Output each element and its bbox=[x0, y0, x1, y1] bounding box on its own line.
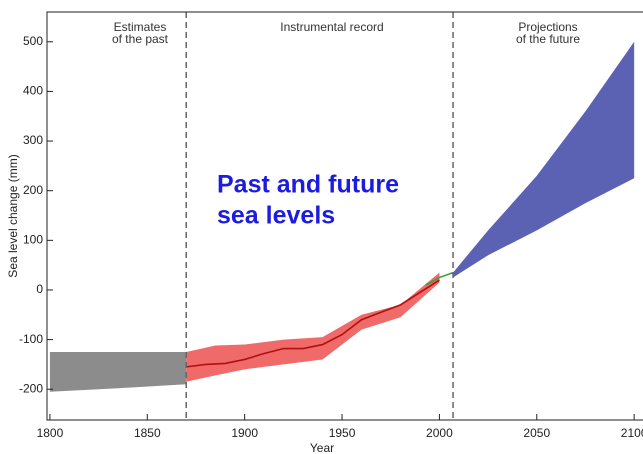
x-axis-label: Year bbox=[310, 441, 334, 454]
y-tick-label: 500 bbox=[23, 34, 43, 48]
y-tick-label: 100 bbox=[23, 232, 43, 246]
x-tick-label: 2000 bbox=[426, 426, 453, 440]
y-tick-label: -100 bbox=[19, 332, 43, 346]
x-tick-label: 2050 bbox=[523, 426, 550, 440]
y-tick-label: 200 bbox=[23, 183, 43, 197]
region-label: Instrumental record bbox=[280, 20, 383, 34]
region-label: of the future bbox=[516, 32, 580, 46]
line bbox=[425, 271, 454, 286]
annotation: Past and future bbox=[217, 171, 399, 199]
x-tick-label: 1950 bbox=[329, 426, 356, 440]
x-tick-label: 1800 bbox=[37, 426, 64, 440]
band bbox=[186, 272, 440, 382]
region-label: Estimates bbox=[114, 20, 167, 34]
plot-frame bbox=[46, 11, 643, 421]
x-tick-label: 1900 bbox=[231, 426, 258, 440]
y-tick-label: 400 bbox=[23, 84, 43, 98]
region-label: Projections bbox=[518, 20, 577, 34]
region-label: of the past bbox=[112, 32, 169, 46]
x-tick-label: 2100 bbox=[621, 426, 643, 440]
y-axis-label: Sea level change (mm) bbox=[6, 154, 20, 277]
band bbox=[453, 41, 635, 278]
annotation: sea levels bbox=[217, 202, 335, 230]
y-tick-label: 0 bbox=[36, 282, 43, 296]
band bbox=[49, 352, 187, 392]
line bbox=[186, 279, 440, 368]
y-tick-label: -200 bbox=[19, 381, 43, 395]
x-tick-label: 1850 bbox=[134, 426, 161, 440]
y-tick-label: 300 bbox=[23, 133, 43, 147]
